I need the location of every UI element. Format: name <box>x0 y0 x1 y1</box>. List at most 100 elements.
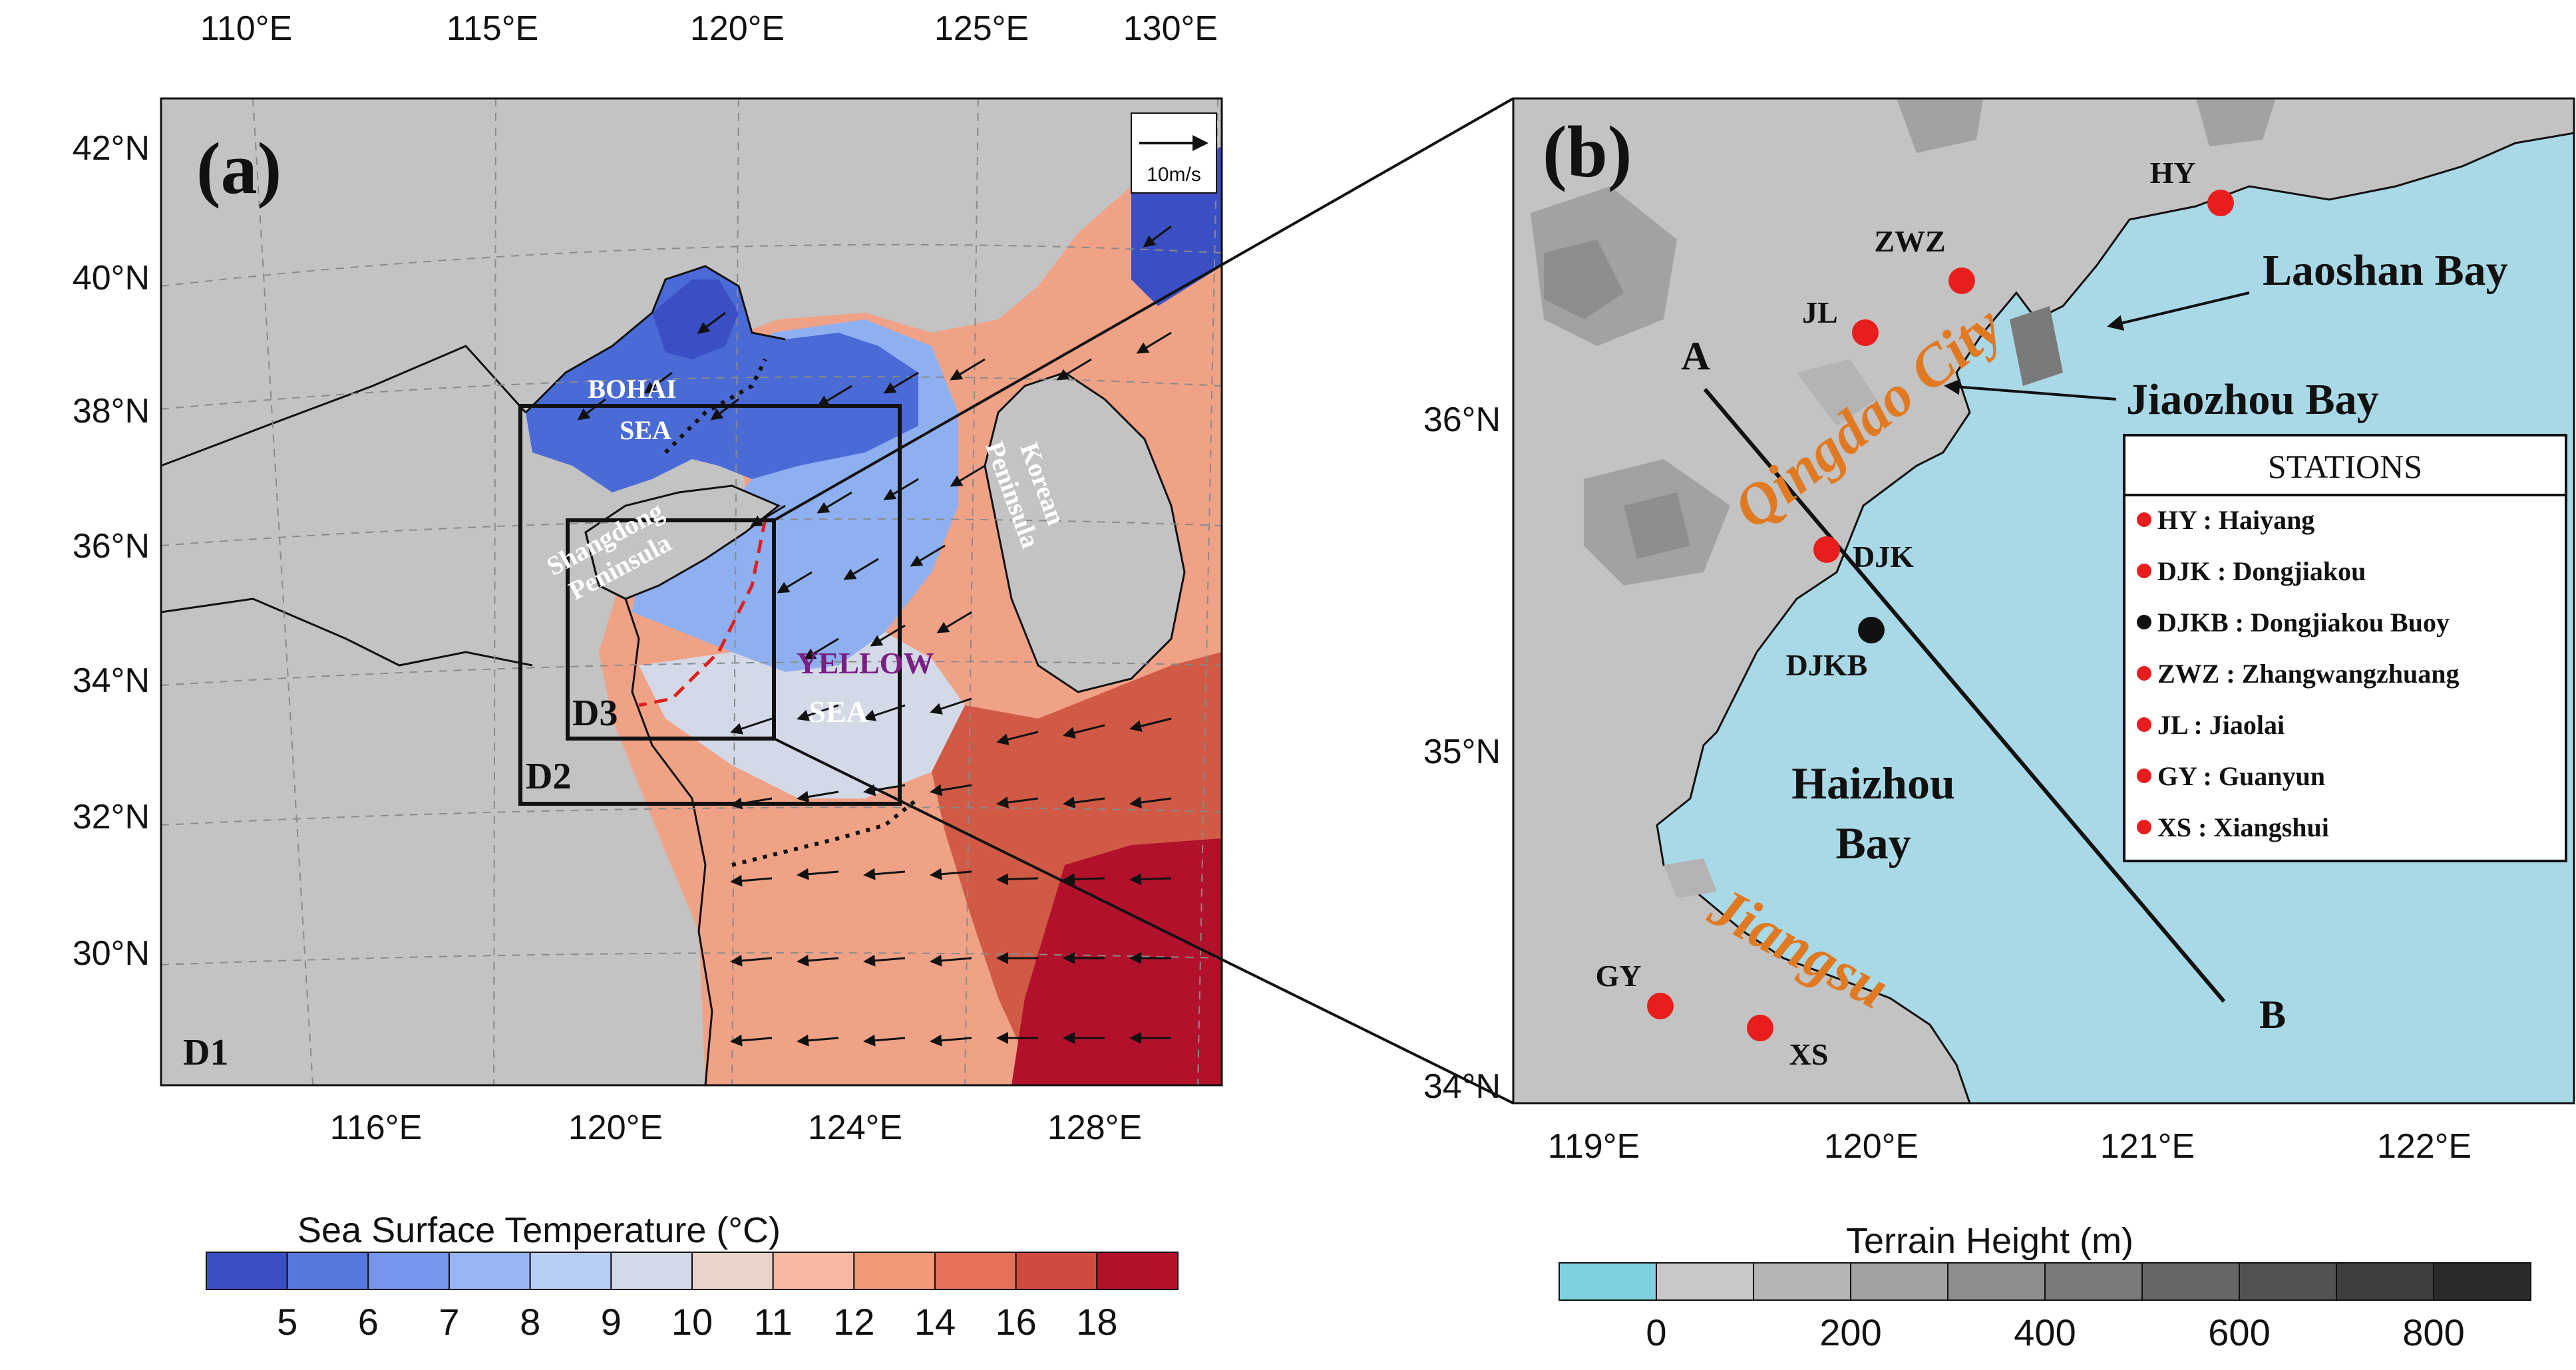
station-hy-marker <box>2207 190 2234 216</box>
sst-colorbar-swatch <box>286 1252 369 1290</box>
legend-item-label: XS : Xiangshui <box>2157 812 2329 842</box>
sst-colorbar-swatch <box>367 1252 450 1290</box>
top-lon-tick: 120°E <box>690 9 785 48</box>
legend-item-label: JL : Jiaolai <box>2157 710 2285 740</box>
panel-a-lat-ticks: 42°N 40°N 38°N 36°N 34°N 32°N 30°N <box>73 129 150 973</box>
sst-colorbar-tick: 5 <box>277 1301 297 1343</box>
legend-item-label: DJK : Dongjiakou <box>2157 556 2366 586</box>
station-gy-label: GY <box>1596 959 1642 993</box>
legend-item-label: ZWZ : Zhangwangzhuang <box>2157 659 2459 689</box>
sst-colorbar-swatch <box>1015 1252 1098 1290</box>
sst-colorbar-swatch <box>610 1252 693 1290</box>
korean-peninsula <box>984 371 1186 693</box>
bottom-lon-tick: 124°E <box>808 1109 902 1147</box>
legend-items: HY : Haiyang DJK : Dongjiakou DJKB : Dongj… <box>2137 505 2459 842</box>
legend-item-marker <box>2137 666 2151 681</box>
haizhou-bay-label-2: Bay <box>1835 818 1911 868</box>
jiaozhou-bay-label: Jiaozhou Bay <box>2126 375 2379 424</box>
legend-item-marker <box>2137 615 2151 629</box>
sst-colorbar-tick: 14 <box>914 1301 956 1343</box>
sst-colorbar-tick: 12 <box>833 1301 874 1343</box>
province-border <box>161 345 533 667</box>
stations: HY ZWZ JL DJK DJKB GY XS <box>1596 156 2234 1071</box>
top-lon-tick: 130°E <box>1123 9 1218 48</box>
terrain-colorbar-swatch <box>1947 1262 2046 1301</box>
lon-tick: 121°E <box>2100 1127 2195 1166</box>
terrain-colorbar-swatch <box>1559 1262 1657 1301</box>
domain-d2-box <box>518 404 902 806</box>
station-djkb-marker <box>1858 617 1885 643</box>
station-zwz-marker <box>1948 267 1975 294</box>
panel-b-lat-ticks: 36°N 35°N 34°N <box>1423 401 1501 1106</box>
sst-colorbar-swatch <box>853 1252 936 1290</box>
panel-a: 10m/s BOHAI SEA Shangdong Peninsula Kore… <box>73 9 1223 1343</box>
yellow-sea-label-1: YELLOW <box>796 646 934 680</box>
terrain-colorbar-tick: 600 <box>2208 1311 2270 1353</box>
panel-b-lon-ticks: 119°E 120°E 121°E 122°E <box>1548 1127 2472 1166</box>
panel-a-top-ticks: 110°E 115°E 120°E 125°E 130°E <box>200 9 1218 48</box>
lat-tick: 42°N <box>73 129 150 168</box>
cross-section-start: A <box>1681 334 1710 378</box>
station-djk-label: DJK <box>1853 540 1914 574</box>
terrain-colorbar-swatch <box>1753 1262 1851 1301</box>
panel-b-map: A B Laoshan Bay Jiaozhou Bay Haizhou Bay… <box>1513 98 2574 1103</box>
bottom-lon-tick: 128°E <box>1047 1109 1142 1147</box>
top-lon-tick: 110°E <box>200 9 292 48</box>
legend-item-marker <box>2137 820 2151 834</box>
red-dashed-front <box>638 518 767 707</box>
terrain-colorbar-swatch <box>2336 1262 2434 1301</box>
panel-a-map: 10m/s BOHAI SEA Shangdong Peninsula Kore… <box>161 98 1222 1085</box>
station-jl-marker <box>1852 319 1879 346</box>
legend-item-marker <box>2137 564 2151 578</box>
domain-d3-label: D3 <box>572 693 618 734</box>
sst-colorbar-swatch <box>449 1252 531 1290</box>
vector-key-box <box>1131 112 1217 194</box>
sst-colorbar-swatch <box>934 1252 1017 1290</box>
legend-item-label: DJKB : Dongjiakou Buoy <box>2157 607 2450 637</box>
legend-box <box>2123 434 2567 862</box>
vector-key-label: 10m/s <box>1147 164 1201 186</box>
sst-colorbar-swatch <box>1096 1252 1179 1290</box>
terrain-colorbar-swatch <box>2044 1262 2143 1301</box>
terrain-colorbar-swatch <box>2433 1262 2531 1301</box>
terrain-colorbar-swatch <box>2141 1262 2240 1301</box>
lon-tick: 120°E <box>1824 1127 1919 1166</box>
laoshan-bay-label: Laoshan Bay <box>2263 246 2508 295</box>
domain-d3-box <box>566 518 776 741</box>
sst-colorbar: 5 6 7 8 9 10 11 12 14 16 18 <box>206 1252 1179 1343</box>
sst-colorbar-tick: 8 <box>520 1301 540 1343</box>
lon-tick: 119°E <box>1548 1127 1640 1166</box>
cross-section-end: B <box>2259 993 2286 1037</box>
bottom-lon-tick: 120°E <box>568 1109 663 1147</box>
sst-colorbar-title: Sea Surface Temperature (°C) <box>297 1210 781 1250</box>
sst-bohai-north <box>652 279 739 359</box>
station-zwz-label: ZWZ <box>1874 224 1945 258</box>
lat-tick: 32°N <box>73 798 150 836</box>
terrain-colorbar-tick: 400 <box>2014 1311 2076 1353</box>
sst-colorbar-tick: 7 <box>439 1301 459 1343</box>
sst-colorbar-tick: 6 <box>358 1301 379 1343</box>
black-dotted-front <box>663 358 920 867</box>
laoshan-arrow <box>2107 291 2250 331</box>
station-xs-marker <box>1747 1015 1773 1041</box>
legend-item-label: HY : Haiyang <box>2157 505 2314 535</box>
lat-tick: 35°N <box>1423 733 1501 771</box>
sst-colorbar-swatch <box>206 1252 288 1290</box>
lon-tick: 122°E <box>2377 1127 2472 1166</box>
haizhou-bay-label-1: Haizhou <box>1791 758 1955 808</box>
lat-tick: 36°N <box>73 527 150 566</box>
bottom-lon-tick: 116°E <box>330 1109 422 1147</box>
panel-a-bottom-ticks: 116°E 120°E 124°E 128°E <box>330 1109 1142 1147</box>
yellow-sea-label-2: SEA <box>809 695 868 729</box>
station-djkb-label: DJKB <box>1786 648 1868 682</box>
domain-d2-label: D2 <box>526 756 571 797</box>
station-jl-label: JL <box>1802 295 1838 329</box>
zoom-connector-bottom <box>773 737 1514 1105</box>
bohai-label-2: SEA <box>620 415 671 445</box>
sst-colorbar-tick: 11 <box>754 1301 793 1343</box>
panel-a-label: (a) <box>196 128 281 209</box>
domain-d1-label: D1 <box>183 1032 228 1073</box>
terrain-colorbar-swatch <box>2239 1262 2337 1301</box>
panel-b: A B Laoshan Bay Jiaozhou Bay Haizhou Bay… <box>1423 97 2575 1353</box>
